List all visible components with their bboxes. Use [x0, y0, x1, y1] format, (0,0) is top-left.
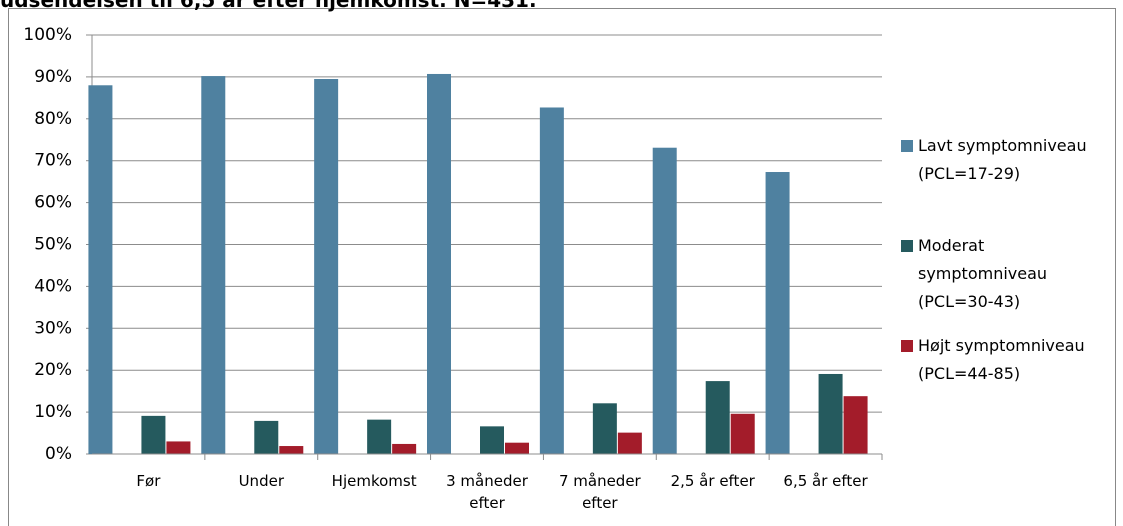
y-tick-label: 80% — [34, 109, 72, 129]
chart-border — [8, 8, 1116, 526]
y-tick-label: 90% — [34, 67, 72, 87]
bar — [652, 147, 677, 454]
bar — [843, 396, 868, 454]
y-tick-label: 10% — [34, 402, 72, 422]
legend-label: Lavt symptomniveau (PCL=17-29) — [918, 136, 1087, 183]
bar — [505, 442, 529, 454]
x-tick-label: Under — [238, 472, 284, 490]
legend-label: Højt symptomniveau (PCL=44-85) — [918, 336, 1085, 383]
bar — [592, 403, 617, 454]
bar — [480, 426, 504, 454]
y-tick-label: 60% — [34, 193, 72, 213]
x-tick-label: 7 måneder efter — [558, 472, 641, 512]
y-tick-label: 50% — [34, 235, 72, 255]
bar — [279, 446, 304, 454]
bar — [427, 73, 451, 454]
y-tick-label: 0% — [45, 444, 72, 464]
bar — [254, 420, 279, 454]
legend-swatch — [901, 140, 913, 152]
y-tick-label: 70% — [34, 151, 72, 171]
legend-swatch — [901, 340, 913, 352]
chart-title: udsendelsen til 6,5 år efter hjemkomst. … — [0, 0, 537, 12]
bar — [818, 373, 843, 454]
bar — [392, 443, 417, 454]
y-tick-label: 20% — [34, 360, 72, 380]
bar — [166, 441, 191, 454]
bar — [539, 107, 564, 454]
bar — [201, 76, 226, 454]
bar — [367, 419, 392, 454]
x-tick-label: Hjemkomst — [331, 472, 417, 490]
y-tick-label: 40% — [34, 276, 72, 296]
bar — [617, 432, 642, 454]
bar — [141, 415, 166, 454]
x-tick-label: Før — [136, 472, 161, 490]
legend-swatch — [901, 240, 913, 252]
y-tick-label: 30% — [34, 318, 72, 338]
legend-label: Moderat symptomniveau (PCL=30-43) — [918, 236, 1048, 311]
x-tick-label: 3 måneder efter — [446, 472, 528, 512]
bar — [730, 413, 755, 454]
bar — [765, 172, 790, 454]
y-tick-label: 100% — [23, 25, 72, 45]
x-tick-label: 2,5 år efter — [670, 472, 755, 490]
bar — [88, 85, 113, 454]
x-tick-label: 6,5 år efter — [783, 472, 868, 490]
bar — [314, 78, 339, 455]
bar — [705, 381, 730, 454]
